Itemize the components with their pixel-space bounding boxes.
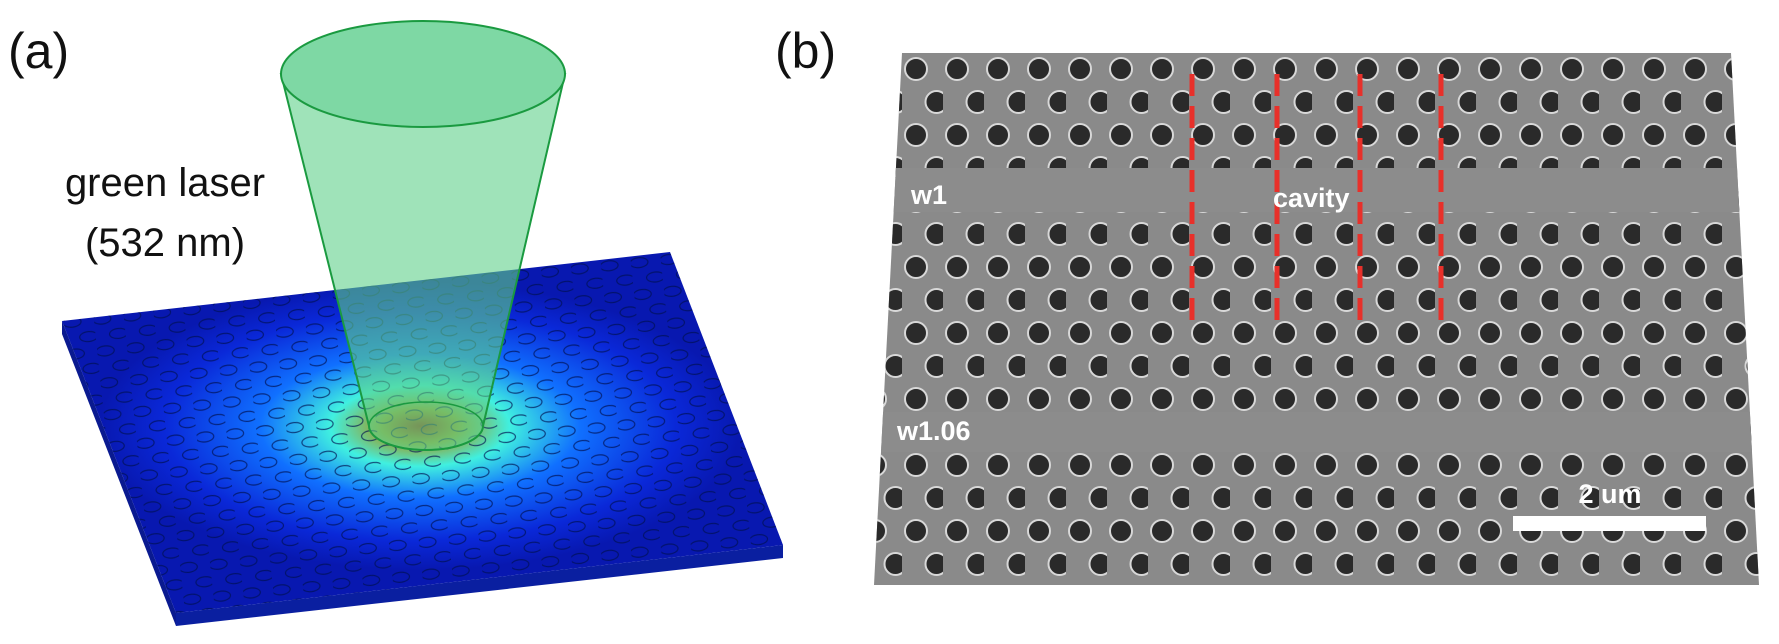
scale-bar-label: 2 um	[1578, 479, 1641, 509]
cavity-markers	[1189, 74, 1444, 323]
waveguide-label: w1.06	[896, 416, 971, 446]
panel-label: (a)	[8, 23, 69, 79]
cavity-label: cavity	[1273, 183, 1350, 213]
scale-bar	[1513, 516, 1706, 531]
sem-image	[874, 53, 1759, 585]
laser-wavelength: (532 nm)	[85, 221, 245, 265]
laser-label: green laser	[65, 161, 265, 205]
panel-label: (b)	[775, 23, 836, 79]
laser-cone	[279, 20, 567, 451]
waveguide-label: w1	[910, 180, 947, 210]
